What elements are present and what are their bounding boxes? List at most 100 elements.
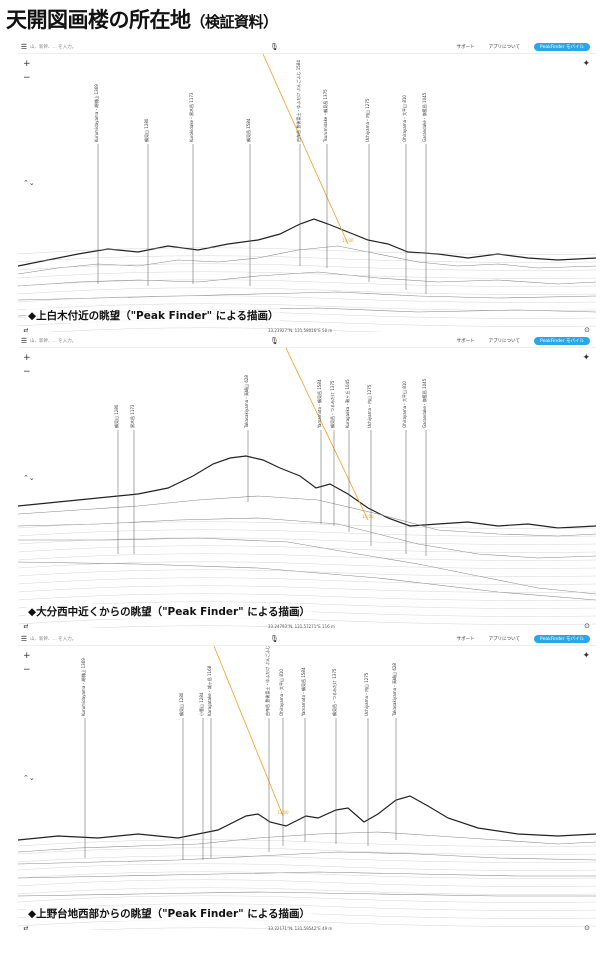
ridge-line: [18, 455, 596, 529]
ridge-line: [18, 537, 596, 595]
peak-label[interactable]: Takasakiyama・高崎山 628: [391, 663, 397, 717]
tilt-control[interactable]: ⌃⌄: [23, 473, 35, 482]
terrain-contour: [18, 847, 596, 855]
sun-path-line: [285, 348, 369, 521]
page-title-main: 天開図画楼の所在地: [6, 8, 191, 32]
locate-icon[interactable]: ⊙: [584, 622, 590, 628]
peak-label[interactable]: Uchiyama・内山 1275: [366, 384, 372, 428]
tilt-control[interactable]: ⌃⌄: [23, 179, 35, 187]
locate-icon[interactable]: ⊙: [584, 924, 590, 930]
peak-label[interactable]: 鶴見岳・つるみだけ 1375: [329, 380, 335, 428]
peak-label[interactable]: 小鹿山 1284: [198, 692, 204, 716]
support-link[interactable]: サポート: [456, 44, 475, 50]
mic-icon[interactable]: 🎙: [270, 336, 279, 345]
search-input[interactable]: 山、新幹、... を入力。: [30, 636, 77, 642]
peak-label[interactable]: Karagatake・城ヶ岳 1168: [206, 665, 212, 716]
swap-icon[interactable]: ⇄: [23, 326, 29, 333]
peak-label[interactable]: 由布岳 豊後富士・ゆふだけ ぶんごふじ 1584: [264, 646, 270, 716]
about-link[interactable]: アプリについて: [488, 636, 521, 642]
menu-icon[interactable]: ☰: [20, 634, 28, 643]
about-link[interactable]: アプリについて: [488, 44, 521, 50]
terrain-contour: [18, 529, 596, 537]
peak-label[interactable]: Uchiyama・内山 1275: [364, 98, 370, 142]
terrain-contour: [18, 537, 596, 545]
peak-label[interactable]: Ohirayama・大平山 810: [278, 669, 284, 716]
zoom-out-button[interactable]: −: [23, 367, 31, 377]
terrain-contour: [18, 287, 596, 295]
peak-label[interactable]: Garandake・伽藍岳 1045: [421, 378, 427, 428]
locate-icon[interactable]: ⊙: [584, 326, 590, 332]
zoom-out-button[interactable]: −: [23, 665, 31, 675]
compass-icon[interactable]: ✦: [582, 59, 590, 69]
peak-label[interactable]: Uchiyama・内山 1275: [363, 672, 369, 716]
terrain-contour: [18, 271, 596, 279]
mobile-app-button[interactable]: PeakFinder モバイル: [534, 42, 590, 51]
terrain-contour: [18, 577, 596, 585]
terrain-contour: [18, 617, 596, 625]
ridge-line: [18, 561, 596, 601]
app-toolbar: ☰ 山、新幹、... を入力。 🎙 サポート アプリについて PeakFinder モバイ…: [18, 334, 596, 348]
terrain-contour: [18, 863, 596, 871]
terrain-contour: [18, 561, 596, 569]
peak-label[interactable]: Ohirayama・大平山 810: [401, 381, 407, 428]
peak-label[interactable]: Takasakiyama・高崎山 628: [243, 375, 249, 429]
terrain-contour: [18, 263, 596, 271]
peak-label[interactable]: Ohirayama・大平山 810: [401, 95, 407, 142]
sun-path-line: [213, 646, 284, 817]
search-input[interactable]: 山、新幹、... を入力。: [30, 44, 77, 50]
support-link[interactable]: サポート: [456, 338, 475, 344]
panorama-svg: 13:00 鶴見山 1280 黒木岳 1173 Takasakiyama・高崎山 62…: [18, 348, 596, 628]
zoom-in-button[interactable]: +: [23, 353, 31, 363]
panorama-viewport[interactable]: 13:00 鶴見山 1280 黒木岳 1173 Takasakiyama・高崎山 62…: [18, 348, 596, 628]
terrain-contour: [48, 327, 380, 332]
peak-label[interactable]: Garandake・伽藍岳 1045: [421, 92, 427, 142]
terrain-contour: [89, 625, 322, 628]
sun-time-label: 13:00: [342, 238, 354, 243]
mic-icon[interactable]: 🎙: [270, 42, 279, 51]
peak-label[interactable]: 鶴見山 1280: [178, 692, 184, 716]
support-link[interactable]: サポート: [456, 636, 475, 642]
swap-icon[interactable]: ⇄: [23, 924, 29, 931]
peak-label[interactable]: 由布岳 豊後富士・ゆふだけ ぶんごふじ 1584: [295, 60, 301, 142]
peak-label[interactable]: Tsurumidake・鶴見岳 1375: [322, 89, 328, 143]
ridge-line: [18, 495, 596, 537]
terrain-contour: [18, 247, 596, 255]
tilt-control[interactable]: ⌃⌄: [23, 773, 35, 782]
terrain-contour: [89, 927, 322, 930]
search-input[interactable]: 山、新幹、... を入力。: [30, 338, 77, 344]
peak-label[interactable]: 鶴見山 1280: [113, 404, 119, 428]
app-toolbar: ☰ 山、新幹、... を入力。 🎙 サポート アプリについて PeakFinder モバイ…: [18, 632, 596, 646]
peak-label[interactable]: Kurumidayama・胡桃山 1369: [93, 84, 99, 142]
status-bar: ⇄ 33.24793°N, 131.57271°E 116 m ⊙: [18, 620, 596, 628]
swap-icon[interactable]: ⇄: [23, 622, 29, 629]
peak-label[interactable]: 鶴見山 1280: [143, 118, 149, 142]
ridge-line: [18, 271, 596, 287]
peak-label[interactable]: Kurokidake・黒木岳 1173: [188, 92, 194, 142]
peak-label[interactable]: 鶴見岳・つるみだけ 1375: [331, 668, 337, 716]
peak-label[interactable]: Kurumidayama・胡桃山 1369: [80, 658, 86, 716]
peak-label[interactable]: 鶴見岳 1584: [245, 118, 251, 142]
zoom-out-button[interactable]: −: [23, 73, 31, 83]
compass-icon[interactable]: ✦: [582, 651, 590, 661]
panorama-viewport[interactable]: 13:00 Kurumidayama・胡桃山 1369 鶴見山 1280 Kuroki…: [18, 54, 596, 332]
terrain-contour: [18, 255, 596, 263]
peak-label[interactable]: Yamamoto・鶴見岳 1584: [316, 379, 322, 429]
menu-icon[interactable]: ☰: [20, 336, 28, 345]
about-link[interactable]: アプリについて: [488, 338, 521, 344]
mobile-app-button[interactable]: PeakFinder モバイル: [534, 634, 590, 643]
peak-label[interactable]: Yamamoto・鶴見岳 1584: [300, 667, 306, 717]
zoom-in-button[interactable]: +: [23, 59, 31, 69]
terrain-contour: [18, 593, 596, 601]
mic-icon[interactable]: 🎙: [270, 634, 279, 643]
peak-label[interactable]: 黒木岳 1173: [129, 404, 135, 428]
terrain-contour: [18, 871, 596, 879]
compass-icon[interactable]: ✦: [582, 353, 590, 363]
zoom-in-button[interactable]: +: [23, 651, 31, 661]
menu-icon[interactable]: ☰: [20, 42, 28, 51]
peak-label[interactable]: Kuragaoka・鞍ヶ丘 1045: [344, 379, 350, 428]
mobile-app-button[interactable]: PeakFinder モバイル: [534, 336, 590, 345]
panel-caption: ◆大分西中近くからの眺望（"Peak Finder" による描画）: [26, 604, 312, 619]
terrain-contour: [18, 839, 596, 847]
